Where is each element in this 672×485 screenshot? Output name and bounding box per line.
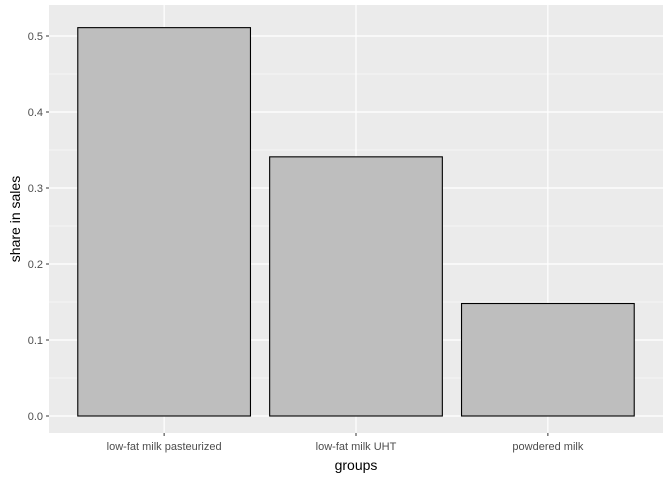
bar-2 [460, 302, 635, 417]
bar-0 [77, 27, 252, 417]
y-tick-label: 0.3 [28, 183, 43, 195]
x-tick-label: powdered milk [512, 441, 583, 453]
y-tick-label: 0.1 [28, 335, 43, 347]
x-axis: low-fat milk pasteurized low-fat milk UHT… [107, 433, 584, 453]
y-tick-label: 0.5 [28, 31, 43, 43]
y-tick-label: 0.0 [28, 411, 43, 423]
x-tick-label: low-fat milk pasteurized [107, 441, 222, 453]
x-axis-title: groups [335, 457, 378, 473]
y-axis-title: share in sales [7, 176, 23, 262]
x-tick-label: low-fat milk UHT [316, 441, 397, 453]
y-tick-label: 0.2 [28, 259, 43, 271]
y-tick-label: 0.4 [28, 107, 43, 119]
bar-1 [269, 156, 443, 417]
y-axis: 0.0 0.1 0.2 0.3 0.4 0.5 [28, 31, 49, 423]
bars [77, 27, 635, 417]
